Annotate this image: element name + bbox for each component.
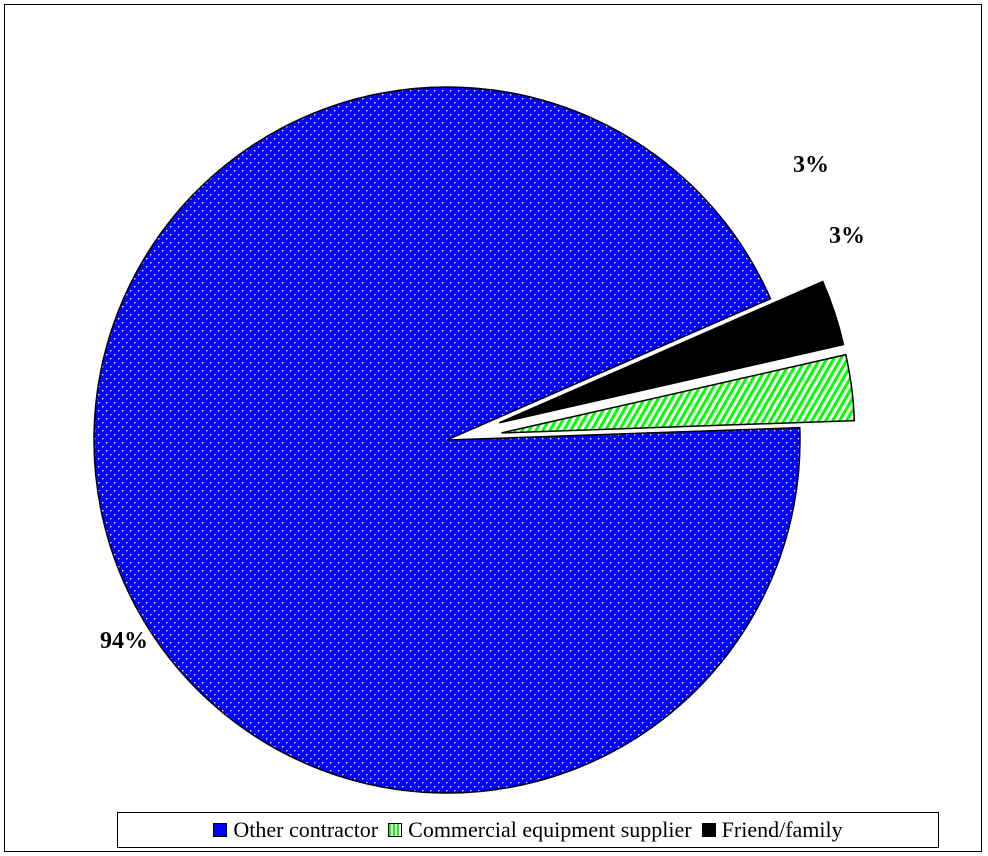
pie-slice-other-contractor [93, 86, 801, 794]
pie-slice-friend-family [498, 280, 845, 424]
legend-item-commercial-equipment-supplier: Commercial equipment supplier [388, 817, 692, 843]
data-label-friend-family: 3% [829, 223, 865, 249]
legend-swatch-friend-family [701, 823, 716, 837]
data-label-other-contractor: 94% [100, 628, 148, 654]
legend-swatch-other-contractor [213, 823, 228, 837]
pie-slice-commercial-equipment-supplier [501, 353, 856, 434]
legend-label-friend-family: Friend/family [721, 817, 843, 842]
legend-label-other-contractor: Other contractor [233, 817, 379, 842]
legend-item-other-contractor: Other contractor [213, 817, 378, 843]
legend-item-friend-family: Friend/family [701, 817, 843, 843]
legend-swatch-commercial-equipment-supplier [388, 823, 403, 837]
data-label-commercial-equipment-supplier: 3% [793, 152, 829, 178]
chart-legend: Other contractor Commercial equipment su… [117, 812, 939, 848]
legend-label-commercial-equipment-supplier: Commercial equipment supplier [408, 817, 692, 842]
